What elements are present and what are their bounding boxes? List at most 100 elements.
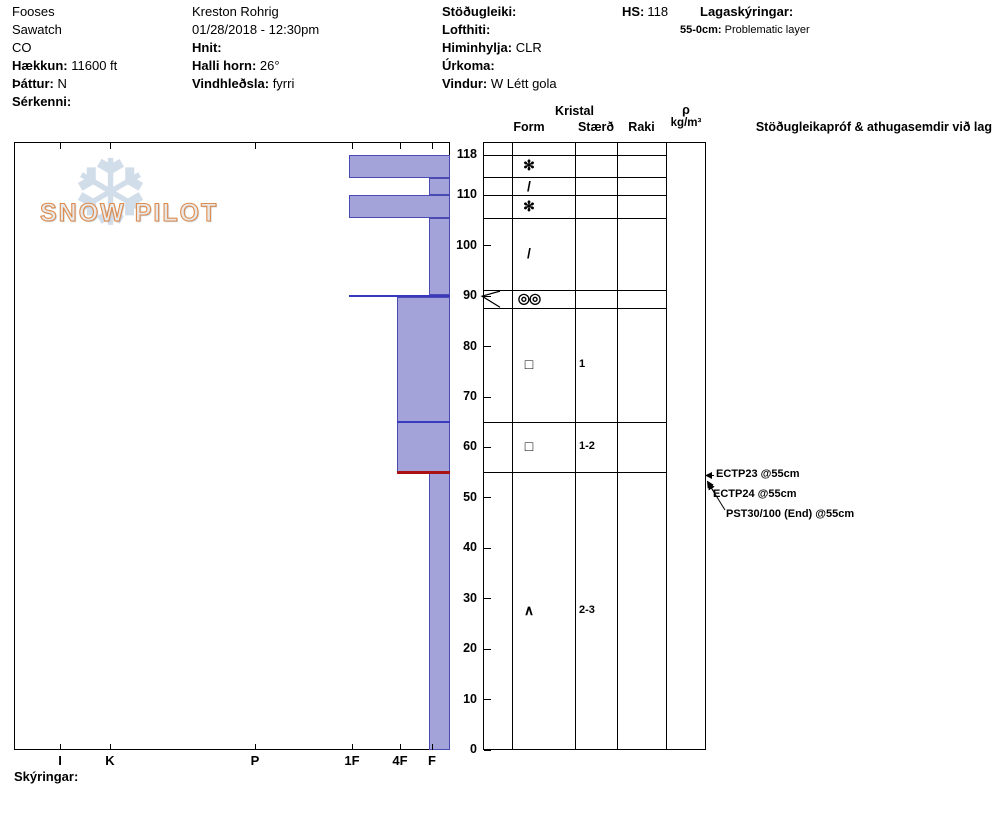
precip-label: Úrkoma: [442, 58, 495, 73]
pit-name: Fooses [12, 4, 55, 19]
size-column-header: Stærð [577, 120, 615, 134]
wind-loading-label: Vindhleðsla: [192, 76, 270, 91]
hardness-tick-top [352, 143, 353, 149]
hardness-tick-bottom [255, 744, 256, 750]
snow-layer-bar [397, 422, 450, 473]
aspect-line: Þáttur: N [12, 76, 67, 91]
thin-snow-layer [349, 295, 450, 298]
depth-tick [484, 648, 491, 650]
stability-test-annotation: PST30/100 (End) @55cm [726, 508, 855, 520]
snow-layer-bar [429, 472, 450, 750]
crystal-form-symbol: ∧ [523, 602, 535, 619]
stability-test-annotation: ECTP23 @55cm [716, 468, 800, 480]
range-name: Sawatch [12, 22, 62, 37]
crystal-form-symbol: □ [524, 356, 534, 373]
depth-axis-label: 40 [463, 540, 477, 555]
hardness-axis-label: 4F [392, 753, 408, 768]
hardness-tick-bottom [352, 744, 353, 750]
crystal-form-symbol: / [527, 177, 531, 194]
depth-tick [484, 497, 491, 499]
depth-axis-label: 50 [463, 489, 477, 504]
aspect-label: Þáttur: [12, 76, 54, 91]
depth-axis-label: 60 [463, 439, 477, 454]
layer-boundary-line [397, 421, 450, 424]
coords-line: Hnit: [192, 40, 222, 55]
elevation-value: 11600 ft [71, 58, 118, 73]
layer-note: 55-0cm: Problematic layer [680, 24, 810, 36]
depth-axis-label: 20 [463, 641, 477, 656]
hardness-axis-label: F [428, 753, 436, 768]
snow-layer-bar [429, 218, 450, 296]
hardness-tick-bottom [432, 744, 433, 750]
snow-layer-bar [429, 177, 450, 196]
panel-column-line [617, 142, 618, 750]
depth-tick [484, 346, 491, 348]
layer-notes-label: Lagaskýringar: [700, 4, 794, 19]
special-label: Sérkenni: [12, 94, 72, 109]
depth-axis-label: 80 [463, 338, 477, 353]
crystal-form-symbol: ✻ [523, 197, 535, 214]
slope-value: 26° [259, 58, 280, 73]
slope-label: Halli horn: [192, 58, 257, 73]
precip-line: Úrkoma: [442, 58, 495, 73]
layer-notes-header: Lagaskýringar: [700, 4, 793, 19]
snow-layer-bar [397, 297, 450, 423]
special-line: Sérkenni: [12, 94, 71, 109]
depth-tick [484, 245, 491, 247]
elevation-line: Hækkun: 11600 ft [12, 58, 117, 73]
grain-size-value: 1-2 [579, 440, 595, 453]
profile-chart-box [14, 142, 450, 750]
density-units-label: kg/m³ [670, 117, 702, 129]
observer-name: Kreston Rohrig [192, 4, 279, 19]
stability-line: Stöðugleiki: [442, 4, 516, 19]
depth-axis-label: 70 [463, 389, 477, 404]
layer-separator-line [483, 307, 666, 309]
crystal-form-symbol: ◎◎ [517, 290, 541, 307]
hardness-axis-label: P [250, 753, 260, 768]
crystal-form-symbol: ✻ [523, 157, 535, 174]
depth-tick [484, 598, 491, 600]
air-temp-line: Lofthiti: [442, 22, 490, 37]
hardness-tick-bottom [400, 744, 401, 750]
density-column-header: ρ [682, 103, 690, 117]
snow-layer-bar [349, 155, 450, 178]
depth-tick [484, 699, 491, 701]
panel-column-line [575, 142, 576, 750]
hardness-axis-label: K [105, 753, 115, 768]
hardness-tick-top [60, 143, 61, 149]
hardness-tick-top [110, 143, 111, 149]
sky-value: CLR [515, 40, 542, 55]
pit-datetime: 01/28/2018 - 12:30pm [192, 22, 320, 37]
wind-value: W Létt gola [490, 76, 557, 91]
layer-separator-line [483, 194, 666, 196]
coords-label: Hnit: [192, 40, 222, 55]
wind-loading-value: fyrri [272, 76, 295, 91]
stability-test-annotation: ECTP24 @55cm [713, 488, 797, 500]
sky-line: Himinhylja: CLR [442, 40, 542, 55]
aspect-value: N [57, 76, 67, 91]
depth-tick [484, 446, 491, 448]
depth-axis-label: 118 [456, 147, 477, 161]
hardness-tick-bottom [60, 744, 61, 750]
snow-height-line: HS: 118 [622, 4, 668, 19]
snowflake-logo-icon: ❆ [72, 143, 150, 245]
wind-line: Vindur: W Létt gola [442, 76, 557, 91]
state-name: CO [12, 40, 32, 55]
depth-tick [484, 749, 491, 751]
hardness-axis-label: I [58, 753, 62, 768]
layer-separator-line [483, 154, 666, 156]
wind-loading-line: Vindhleðsla: fyrri [192, 76, 294, 91]
hardness-axis-label: 1F [344, 753, 360, 768]
layer-separator-line [483, 472, 666, 474]
crystal-form-symbol: / [527, 245, 531, 262]
air-temp-label: Lofthiti: [442, 22, 491, 37]
depth-tick [484, 547, 491, 549]
snowpilot-watermark: SNOW PILOT [39, 198, 219, 227]
moisture-column-header: Raki [628, 120, 655, 134]
hardness-tick-bottom [110, 744, 111, 750]
wind-label: Vindur: [442, 76, 488, 91]
crystal-form-symbol: □ [524, 438, 534, 455]
slope-line: Halli horn: 26° [192, 58, 280, 73]
grain-size-value: 2-3 [579, 604, 595, 617]
